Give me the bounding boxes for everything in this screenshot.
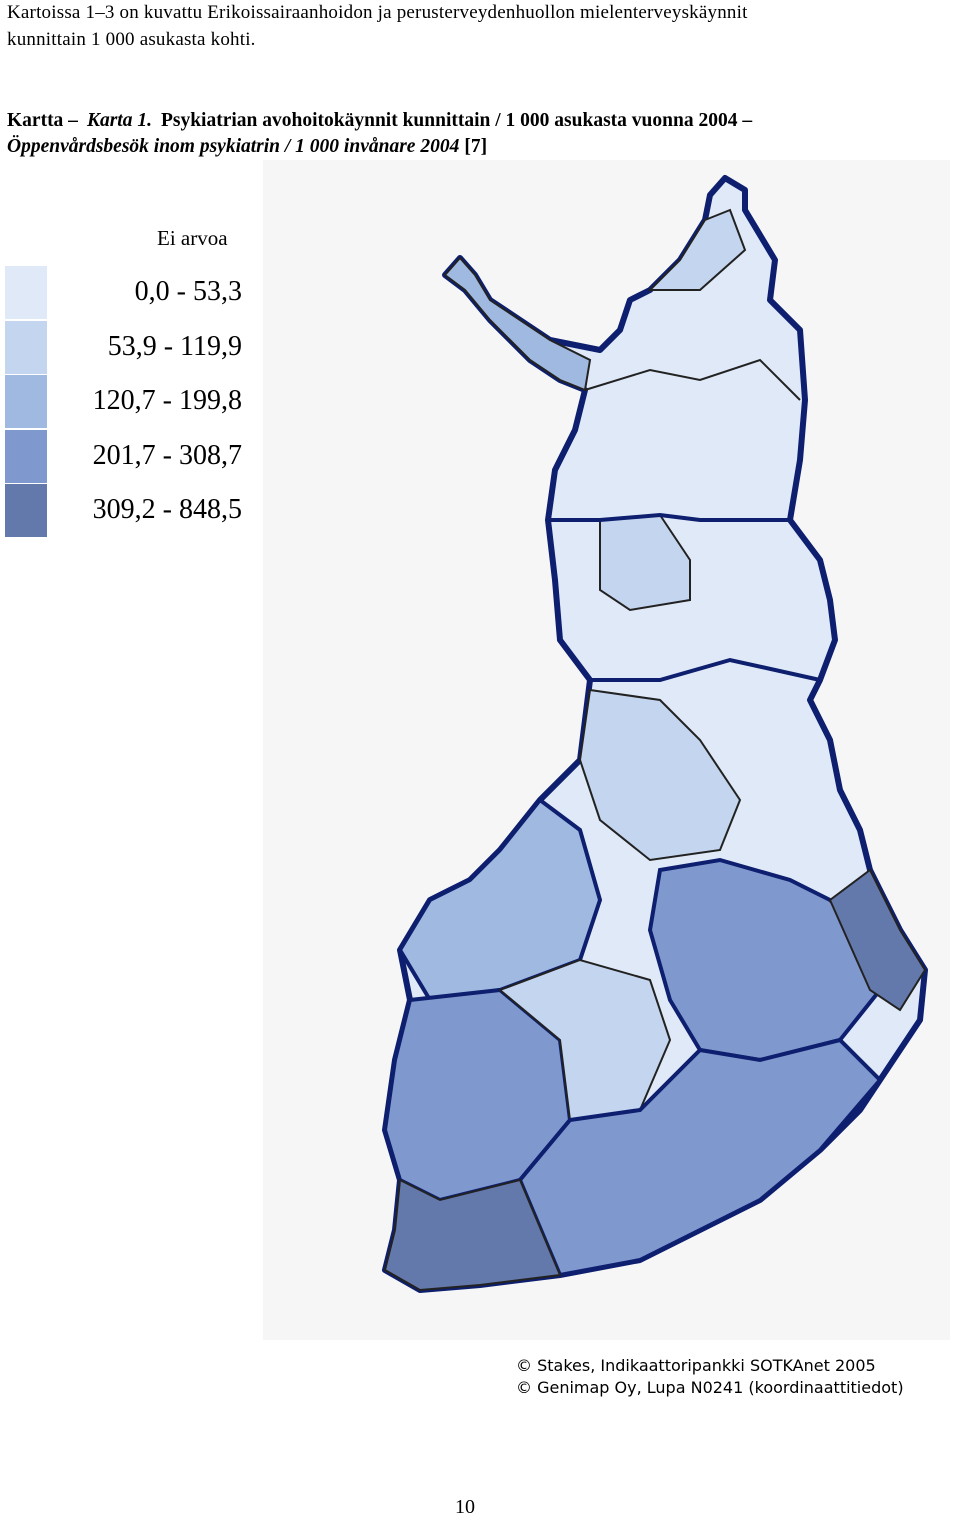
caption-part: Öppenvårdsbesök inom psykiatrin / 1 000 … <box>7 136 460 157</box>
legend-no-value: Ei arvoa <box>157 226 228 250</box>
intro-line: kunnittain 1 000 asukasta kohti. <box>7 29 256 50</box>
caption-part: Psykiatrian avohoitokäynnit kunnittain /… <box>160 110 753 131</box>
caption-part: [7] <box>464 136 488 157</box>
caption: Kartta – Karta 1. Psykiatrian avohoitokäyn… <box>7 110 761 132</box>
legend-swatch <box>5 429 47 483</box>
region <box>828 868 927 1012</box>
region <box>647 857 883 1063</box>
legend-label: 309,2 - 848,5 <box>92 494 242 525</box>
legend-swatch <box>5 266 47 319</box>
border <box>548 512 790 522</box>
page-number: 10 <box>455 1496 475 1518</box>
legend-label: 201,7 - 308,7 <box>92 439 242 471</box>
legend-swatch <box>5 320 47 374</box>
region <box>647 208 747 291</box>
copyright: © Stakes, Indikaattoripankki SOTKAnet 20… <box>516 1356 876 1375</box>
caption: Öppenvårdsbesök inom psykiatrin / 1 000 … <box>7 136 496 158</box>
map <box>263 160 950 1340</box>
border <box>584 358 801 401</box>
region <box>397 797 603 1003</box>
caption-part: Karta 1. <box>86 110 152 131</box>
region <box>578 688 742 862</box>
legend-label: 53,9 - 119,9 <box>107 330 242 362</box>
copyright-box <box>508 1348 944 1406</box>
intro-line: Kartoissa 1–3 on kuvattu Erikoissairaanh… <box>7 2 748 23</box>
region <box>498 958 672 1122</box>
region <box>383 1178 562 1292</box>
region <box>443 256 592 392</box>
legend-swatch <box>5 375 47 428</box>
legend-label: 120,7 - 199,8 <box>92 385 242 416</box>
caption-part: Kartta – <box>7 110 78 131</box>
legend-swatch <box>5 484 47 537</box>
legend-label: 0,0 - 53,3 <box>134 276 242 307</box>
copyright: © Genimap Oy, Lupa N0241 (koordinaattiti… <box>516 1378 904 1397</box>
border <box>590 657 821 682</box>
